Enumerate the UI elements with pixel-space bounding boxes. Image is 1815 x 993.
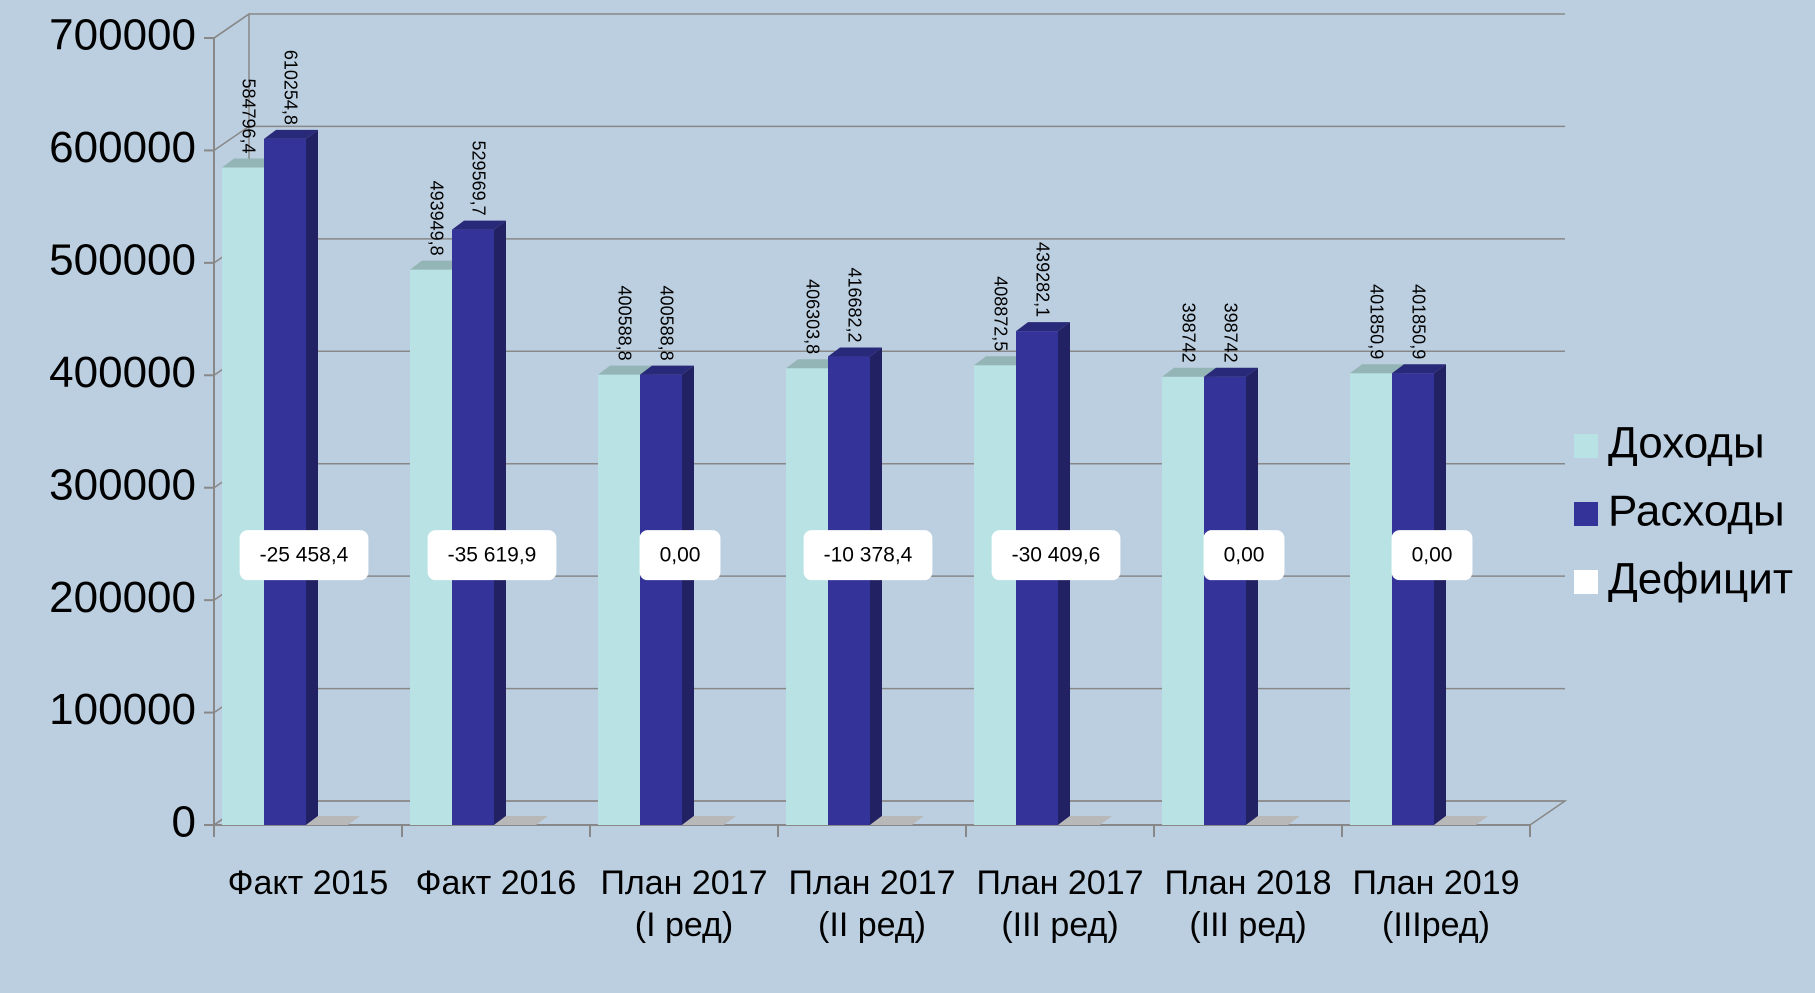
data-label: -25 458,4 [260, 544, 349, 567]
legend-label: Доходы [1608, 419, 1765, 468]
bar-front [640, 375, 682, 825]
bar [452, 221, 506, 825]
bar-side [1246, 368, 1258, 825]
data-label: 401850,9 [1408, 284, 1428, 359]
legend-swatch [1574, 570, 1598, 594]
bar [264, 130, 318, 825]
bar-front [1204, 377, 1246, 825]
data-label-box: 0,00 [1204, 530, 1285, 580]
data-label: -10 378,4 [824, 544, 913, 567]
bar-front [1162, 377, 1204, 825]
data-label: 439282,1 [1032, 242, 1052, 317]
data-label: 610254,8 [280, 50, 300, 125]
bar-front [1392, 373, 1434, 825]
x-tick-label: План 2017 (II ред) [782, 862, 962, 946]
x-tick-label: План 2017 (I ред) [594, 862, 774, 946]
y-tick-label: 700000 [49, 11, 196, 60]
y-tick-label: 300000 [49, 460, 196, 509]
x-tick-label: Факт 2016 [406, 862, 586, 904]
page: 0 100000 200000 300000 400000 500000 600000 700… [0, 0, 1815, 993]
x-tick-label: Факт 2015 [218, 862, 398, 904]
data-label: 408872,5 [990, 276, 1010, 351]
data-label-box: -25 458,4 [240, 530, 369, 580]
y-tick-label: 600000 [49, 123, 196, 172]
grid-line [214, 14, 249, 38]
bar [1392, 364, 1446, 825]
bar-front [222, 168, 264, 825]
bar-front [264, 139, 306, 825]
data-label: 400588,8 [656, 286, 676, 361]
y-tick-label: 100000 [49, 685, 196, 734]
bar-front [1350, 373, 1392, 825]
bar [828, 348, 882, 825]
bar-front [974, 365, 1016, 825]
plot [222, 130, 1488, 905]
data-label: 406303,8 [802, 279, 822, 354]
data-label: 584796,4 [238, 78, 258, 153]
chart: 0 100000 200000 300000 400000 500000 600000 700… [0, 0, 1815, 993]
data-label: -35 619,9 [448, 544, 537, 567]
data-label: 398742 [1220, 303, 1240, 363]
data-label: 401850,9 [1366, 284, 1386, 359]
data-label-box: 0,00 [1392, 530, 1473, 580]
bar-side [1434, 364, 1446, 825]
bar-side [306, 130, 318, 825]
bar-side [494, 221, 506, 825]
y-tick-label: 400000 [49, 348, 196, 397]
data-label: 398742 [1178, 303, 1198, 363]
data-label: 529569,7 [468, 141, 488, 216]
data-label: 416682,2 [844, 267, 864, 342]
x-tick-label: План 2018 (III ред) [1158, 862, 1338, 946]
legend-swatch [1574, 434, 1598, 458]
x-tick-label: План 2019 (IIIред) [1346, 862, 1526, 946]
data-label: 0,00 [1224, 544, 1265, 567]
bar-side [870, 348, 882, 825]
data-label-box: -10 378,4 [804, 530, 933, 580]
x-tick-label: План 2017 (III ред) [970, 862, 1150, 946]
bar-front [598, 375, 640, 825]
data-label-box: -30 409,6 [992, 530, 1121, 580]
data-label: 400588,8 [614, 286, 634, 361]
data-label: 0,00 [660, 544, 701, 567]
bar-side [682, 366, 694, 825]
bar-front [828, 357, 870, 825]
bar-front [870, 837, 912, 849]
legend-swatch [1574, 502, 1598, 526]
data-label: -30 409,6 [1012, 544, 1101, 567]
y-tick-label: 0 [172, 798, 196, 847]
y-tick-label: 500000 [49, 235, 196, 284]
legend-label: Расходы [1608, 487, 1785, 536]
y-tick-label: 200000 [49, 573, 196, 622]
data-label: 493949,8 [426, 181, 446, 256]
data-label-box: -35 619,9 [428, 530, 557, 580]
bar [870, 816, 924, 848]
bar [1204, 368, 1258, 825]
legend-label: Дефицит [1608, 555, 1793, 604]
bar-front [786, 368, 828, 825]
bar [640, 366, 694, 825]
bar-front [452, 230, 494, 825]
data-label-box: 0,00 [640, 530, 721, 580]
data-label: 0,00 [1412, 544, 1453, 567]
